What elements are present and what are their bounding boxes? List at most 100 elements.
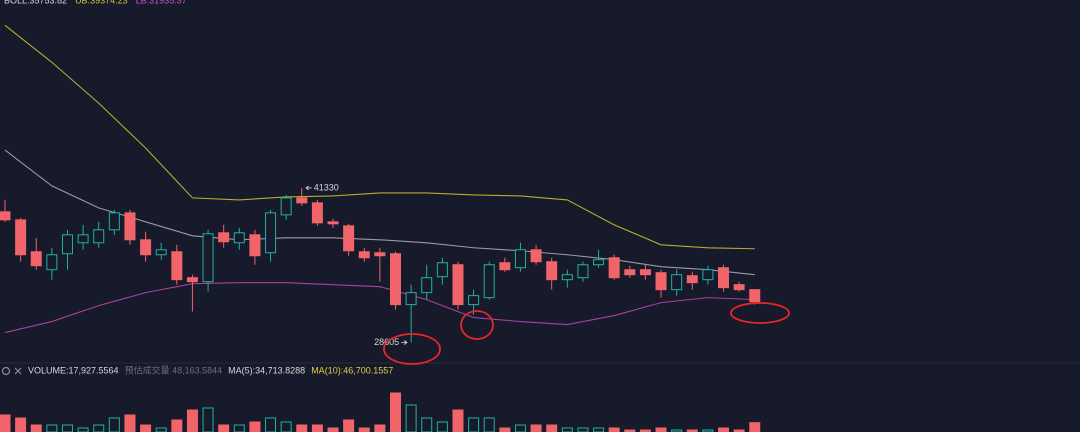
candle-body (140, 239, 152, 256)
volume-bar (593, 427, 605, 432)
candle-body (15, 219, 27, 256)
candle-body (452, 264, 464, 306)
candle-body (702, 269, 714, 281)
indicator-value: UB:39374.23 (75, 0, 128, 5)
annotation-arrow (401, 340, 408, 345)
volume-bar (233, 424, 245, 432)
candle-body (436, 262, 448, 278)
volume-bar (577, 427, 589, 432)
candle-body (390, 253, 401, 306)
volume-bar (499, 427, 511, 432)
volume-bar (140, 424, 152, 432)
volume-bar (15, 417, 27, 432)
volume-bar (249, 421, 261, 432)
highlight-circle (730, 302, 790, 324)
highlight-circle (460, 310, 494, 340)
candle-body (577, 264, 589, 279)
candle-body (499, 262, 511, 271)
hand-drawn-marks (383, 302, 790, 365)
volume-header: 预估成交量 48,163.5844 (125, 364, 223, 375)
volume-header: MA(10):46,700.1557 (311, 365, 393, 375)
highlight-circle (383, 333, 441, 365)
volume-bar (702, 429, 714, 432)
close-icon[interactable] (14, 367, 22, 375)
volume-bar (171, 419, 183, 432)
candle-body (77, 234, 89, 244)
volume-bar (61, 424, 73, 432)
volume-bar (390, 392, 401, 432)
volume-bar (186, 409, 198, 432)
candle-body (546, 261, 558, 281)
volume-bar (296, 424, 308, 432)
candle-body (655, 272, 667, 291)
volume-bar (93, 424, 105, 432)
band-line (4, 24, 755, 250)
volume-bar (202, 407, 214, 432)
band-line (4, 282, 755, 334)
volume-bar (452, 409, 464, 432)
annotation-arrow (305, 185, 312, 191)
candle-body (686, 275, 698, 284)
candle-body (343, 225, 355, 252)
candle-body (249, 234, 261, 257)
candle-body (561, 274, 573, 281)
candle-body (218, 232, 230, 243)
volume-bar (514, 424, 526, 432)
candle-body (530, 249, 542, 263)
volume-bar (655, 427, 667, 432)
candle-body (61, 234, 73, 255)
candle-body (233, 232, 245, 244)
candle-body (30, 251, 42, 267)
volume-bar (0, 414, 11, 432)
candle-body (93, 229, 105, 244)
candle-body (639, 269, 651, 276)
volume-bar (686, 429, 698, 432)
volume-bar (108, 417, 120, 432)
candle-body (358, 251, 370, 259)
volume-bar (124, 414, 136, 432)
candle-body (124, 212, 136, 241)
volume-bar (155, 427, 167, 432)
volume-bar (343, 419, 355, 432)
candle-body (514, 249, 526, 269)
candle-body (155, 249, 167, 256)
candle-body (593, 259, 605, 266)
candle-body (483, 264, 495, 299)
candle-body (671, 274, 683, 291)
volume-bar (421, 417, 433, 432)
candle-body (296, 197, 308, 204)
volume-bar (624, 429, 636, 432)
volume-bar (546, 424, 558, 432)
volume-bar (311, 424, 323, 432)
volume-bar (358, 427, 370, 432)
candle-body (108, 212, 120, 231)
volume-bar (733, 429, 745, 432)
volume-bar (280, 421, 292, 432)
volume-bar (608, 427, 620, 432)
volume-toolbar (1, 366, 22, 376)
candle-body (624, 269, 636, 276)
candle-body (202, 233, 214, 283)
settings-icon[interactable] (1, 366, 11, 376)
volume-bar (405, 404, 417, 432)
candle-body (405, 292, 417, 306)
volume-bar (530, 424, 542, 432)
candle-body (749, 289, 761, 303)
volume-bar (561, 427, 573, 432)
candle-body (171, 251, 183, 281)
candle-body (265, 212, 277, 254)
candle-body (374, 252, 386, 257)
volume-bar (639, 429, 651, 432)
candle-body (733, 284, 745, 291)
volume-bar (468, 417, 480, 432)
volume-bar (265, 417, 277, 432)
volume-bar (77, 427, 89, 432)
volume-bar (718, 427, 730, 432)
annotation-label: 41330 (314, 182, 339, 192)
candle-body (327, 221, 339, 225)
volume-bar (218, 424, 230, 432)
indicator-value: LB:31935.37 (136, 0, 187, 5)
candle-body (46, 254, 58, 271)
